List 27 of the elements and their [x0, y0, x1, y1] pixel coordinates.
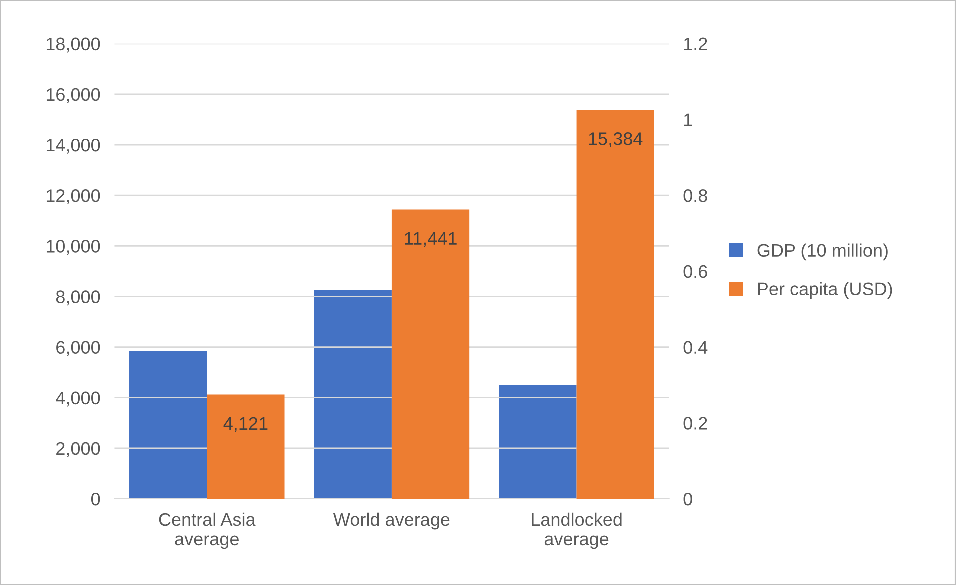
- y-tick-label: 16,000: [46, 88, 100, 104]
- y2-tick-label: 0.6: [684, 265, 708, 278]
- bar: [499, 385, 577, 500]
- data-label: 15,384: [589, 132, 643, 148]
- y-tick-label: 18,000: [46, 38, 100, 53]
- y-tick-label: 8,000: [56, 290, 100, 306]
- data-label: 4,121: [224, 417, 268, 432]
- bar: [576, 110, 654, 500]
- y2-tick-label: 1: [684, 114, 692, 126]
- legend-label: GDP (10 million): [758, 244, 888, 261]
- y-tick-label: 12,000: [46, 190, 100, 204]
- legend-label: Per capita (USD): [758, 282, 892, 300]
- y-tick-label: 0: [91, 492, 100, 506]
- y-tick-label: 6,000: [56, 341, 100, 356]
- y2-tick-label: 0.8: [684, 190, 708, 202]
- y-tick-label: 10,000: [46, 240, 100, 256]
- x-tick-label: Central Asia average: [159, 512, 256, 550]
- y2-tick-label: 0.4: [684, 341, 708, 354]
- y2-tick-label: 0.2: [684, 417, 708, 430]
- y-tick-label: 2,000: [56, 442, 100, 458]
- y2-tick-label: 0: [684, 492, 692, 506]
- x-tick-label: Landlocked average: [532, 512, 622, 550]
- x-tick-label: World average: [333, 512, 450, 530]
- y-tick-label: 14,000: [46, 138, 100, 154]
- data-label: 11,441: [405, 232, 457, 248]
- y2-tick-label: 1.2: [684, 38, 708, 50]
- y-tick-label: 4,000: [56, 392, 100, 407]
